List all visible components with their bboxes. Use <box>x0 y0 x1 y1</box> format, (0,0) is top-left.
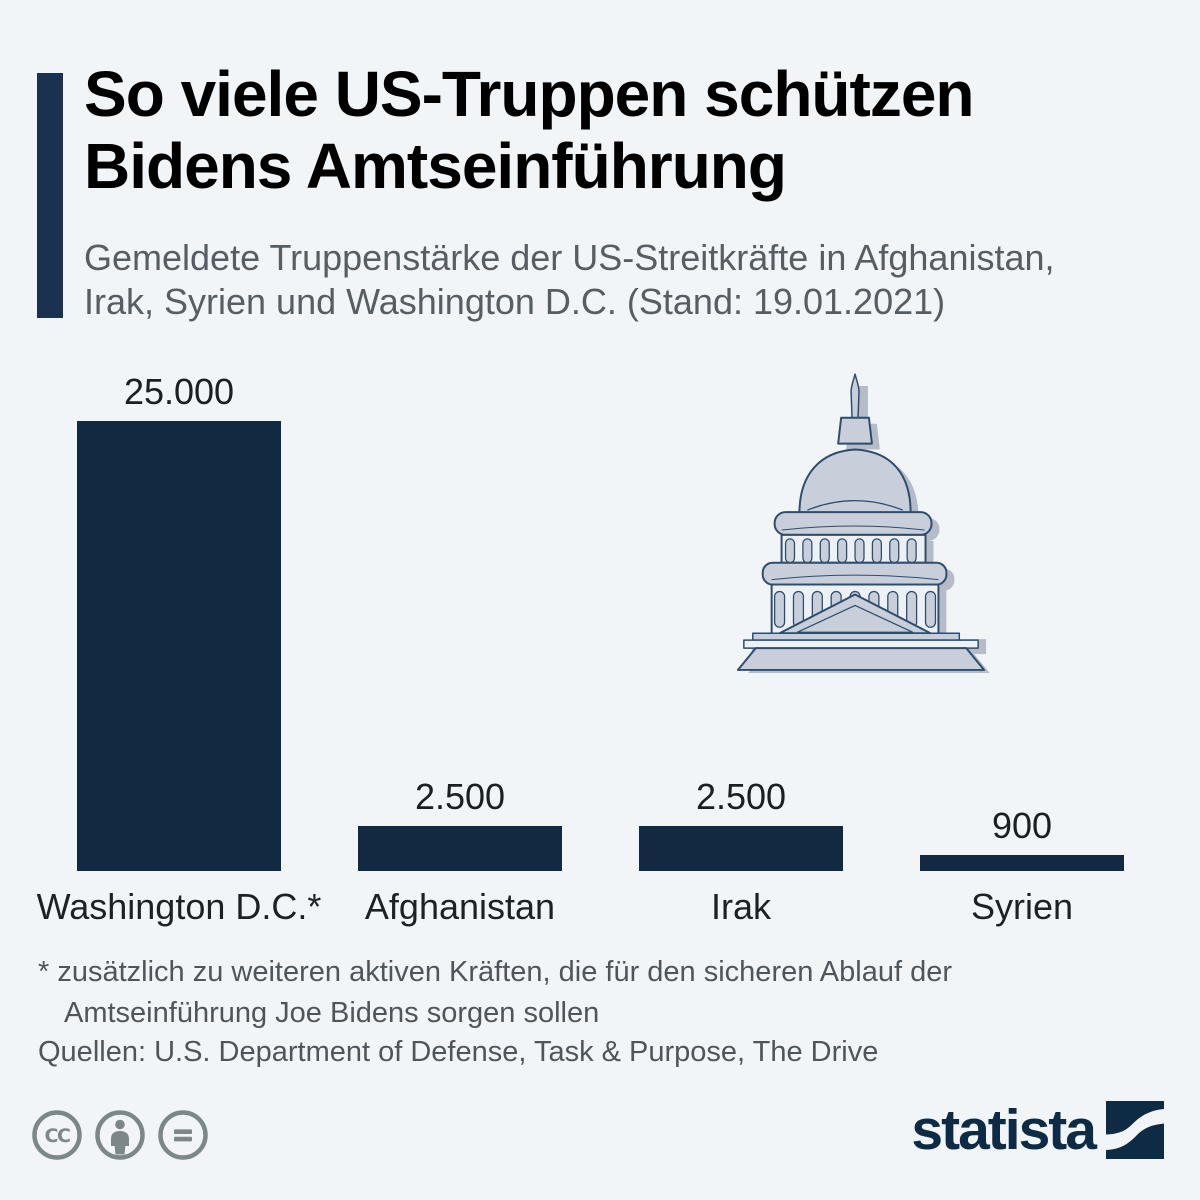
page-subtitle: Gemeldete Truppenstärke der US-Streitkrä… <box>84 237 1055 322</box>
page-title: So viele US-Truppen schützen Bidens Amts… <box>84 58 975 203</box>
statista-swoosh-icon <box>1106 1101 1164 1159</box>
bar-category-label: Afghanistan <box>364 886 556 927</box>
bar-category-label: Syrien <box>970 886 1074 927</box>
title-accent-bar <box>37 73 63 318</box>
no-derivatives-icon[interactable] <box>157 1109 209 1161</box>
bar-value-label: 2.500 <box>695 776 787 817</box>
bar <box>920 855 1124 871</box>
svg-text:CC: CC <box>45 1125 70 1147</box>
source-line: Quellen: U.S. Department of Defense, Tas… <box>38 1036 879 1068</box>
footnote: * zusätzlich zu weiteren aktiven Kräften… <box>38 956 953 1030</box>
statista-wordmark: statista <box>911 1098 1097 1162</box>
bar-value-label: 2.500 <box>414 776 506 817</box>
bar <box>639 826 843 871</box>
bar-category-label: Irak <box>710 886 771 927</box>
statista-logo[interactable]: statista <box>911 1101 1164 1159</box>
bar <box>77 421 281 871</box>
bar-value-label: 900 <box>991 805 1053 846</box>
bar-category-label: Washington D.C.* <box>36 886 322 927</box>
capitol-building-icon <box>736 373 990 673</box>
license-icons: CC <box>31 1109 209 1161</box>
bar-value-label: 25.000 <box>123 371 235 412</box>
bar <box>358 826 562 871</box>
cc-icon[interactable]: CC <box>31 1109 83 1161</box>
attribution-person-icon[interactable] <box>94 1109 146 1161</box>
